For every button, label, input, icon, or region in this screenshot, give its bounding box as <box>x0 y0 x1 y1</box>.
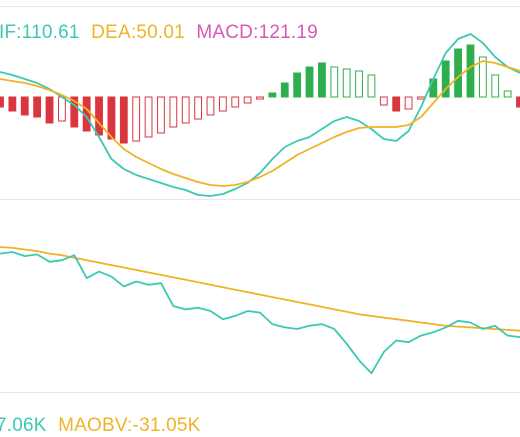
macd-bar <box>318 62 326 98</box>
obv-chart <box>0 246 520 375</box>
macd-bar <box>132 96 141 142</box>
macd-legend-label: MACD:121.19 <box>196 22 318 43</box>
dea-legend-label: DEA:50.01 <box>91 22 185 43</box>
macd-bar <box>404 96 413 110</box>
dif-line <box>0 33 520 197</box>
macd-bar <box>342 68 351 98</box>
obv-panel: 7.06K MAOBV:-31.05K <box>0 200 520 436</box>
bottom-divider <box>0 392 520 393</box>
macd-bar <box>268 92 277 98</box>
macd-bar <box>119 96 128 144</box>
macd-bar <box>144 96 153 138</box>
macd-bar <box>218 96 227 112</box>
macd-bar <box>417 96 425 100</box>
macd-bar <box>45 96 54 124</box>
macd-bar <box>466 44 475 98</box>
macd-bar <box>0 96 4 108</box>
obv-line <box>0 251 520 375</box>
macd-bar <box>355 70 363 98</box>
macd-bar <box>181 96 190 124</box>
macd-bar <box>367 74 376 98</box>
obv-legend: 7.06K MAOBV:-31.05K <box>0 415 207 437</box>
macd-bar <box>169 96 178 128</box>
macd-bar <box>429 78 438 98</box>
macd-bar <box>194 96 202 120</box>
maobv-legend-label: MAOBV:-31.05K <box>58 415 201 436</box>
macd-bar <box>305 66 314 98</box>
dea-line <box>0 60 520 187</box>
macd-bar <box>379 96 388 106</box>
macd-bar <box>478 56 487 98</box>
macd-bar <box>293 72 302 98</box>
macd-bar <box>516 96 520 108</box>
macd-bar <box>441 60 450 98</box>
macd-bar <box>58 96 66 122</box>
macd-bar <box>33 96 42 118</box>
top-divider <box>0 6 520 7</box>
maobv-line <box>0 246 520 332</box>
macd-legend: IF:110.61 DEA:50.01 MACD:121.19 <box>0 22 324 44</box>
macd-bar <box>95 96 103 136</box>
obv-legend-label: 7.06K <box>0 415 47 436</box>
macd-bar <box>256 96 264 100</box>
macd-chart <box>0 33 520 197</box>
macd-bar <box>392 96 401 112</box>
macd-bar <box>206 96 215 116</box>
panel-divider <box>0 199 520 200</box>
macd-bar <box>231 96 240 108</box>
macd-bar <box>8 96 17 112</box>
macd-bar <box>70 96 79 128</box>
macd-bar <box>243 96 252 104</box>
macd-bar <box>491 74 500 98</box>
macd-bar <box>503 90 512 98</box>
macd-bar <box>157 96 165 134</box>
macd-bar <box>280 82 289 98</box>
macd-bar <box>330 66 339 98</box>
dif-legend-label: IF:110.61 <box>0 22 80 43</box>
macd-bar <box>454 48 463 98</box>
macd-panel: IF:110.61 DEA:50.01 MACD:121.19 <box>0 0 520 200</box>
macd-bar <box>20 96 29 116</box>
macd-bar <box>107 96 116 140</box>
